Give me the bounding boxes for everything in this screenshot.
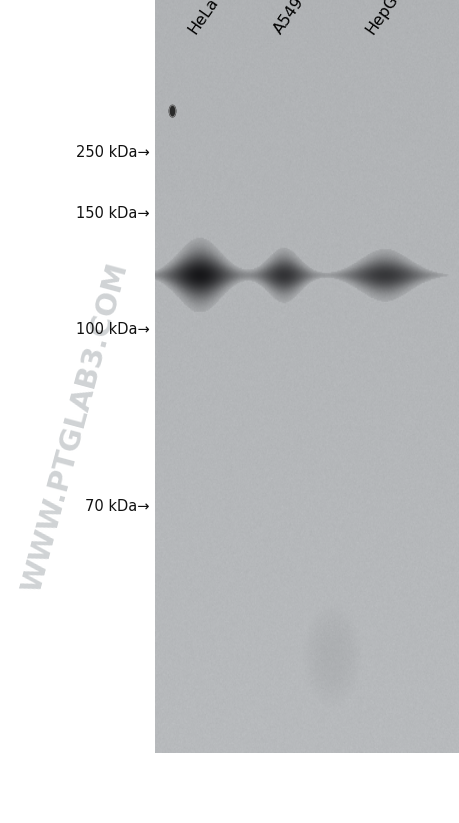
Text: HeLa: HeLa — [185, 0, 221, 37]
Text: A549: A549 — [270, 0, 306, 37]
Text: 250 kDa→: 250 kDa→ — [76, 145, 149, 160]
Text: HepG2: HepG2 — [362, 0, 405, 37]
Text: 100 kDa→: 100 kDa→ — [76, 322, 149, 337]
Circle shape — [169, 105, 175, 117]
Text: WWW.PTGLAB3.COM: WWW.PTGLAB3.COM — [18, 260, 133, 596]
Text: 70 kDa→: 70 kDa→ — [85, 499, 149, 514]
Bar — [0, 0, 155, 823]
Text: 150 kDa→: 150 kDa→ — [76, 207, 149, 221]
